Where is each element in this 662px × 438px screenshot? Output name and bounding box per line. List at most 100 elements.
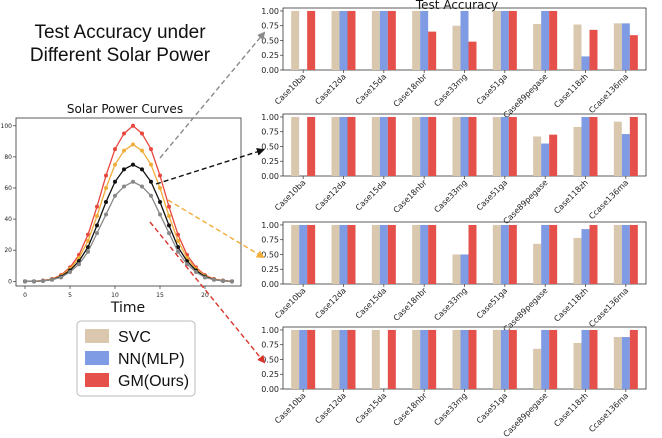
bar-ytick-label: 0.75 — [261, 22, 279, 31]
solar-xtick-label: 15 — [156, 292, 164, 299]
bar-gm — [387, 224, 396, 284]
legend: SVC NN(MLP) GM(Ours) — [76, 320, 196, 397]
bar-ytick-label: 1.00 — [261, 7, 279, 16]
bar-category-label: Ccase136ma — [587, 286, 630, 329]
bar-gm — [629, 329, 638, 389]
bar-svc — [331, 329, 340, 389]
bar-nn — [500, 224, 509, 284]
bar-ytick-label: 0.00 — [261, 385, 279, 394]
bar-svc — [371, 116, 380, 176]
legend-swatch-gm — [85, 373, 109, 387]
bar-gm — [508, 116, 517, 176]
bar-gm — [347, 10, 356, 70]
bar-category-label: Case18nbr — [392, 286, 429, 323]
bar-svc — [492, 329, 501, 389]
solar-series-2-point — [131, 162, 135, 167]
bar-nn — [621, 337, 630, 389]
bar-category-label: Case15da — [354, 178, 389, 213]
solar-series-3-point — [158, 212, 162, 217]
bar-svc — [573, 126, 582, 176]
bar-gm — [468, 224, 477, 284]
solar-series-1-point — [104, 186, 108, 190]
bar-category-label: Case51ga — [475, 391, 510, 426]
bar-gm — [508, 10, 517, 70]
bar-category-label: Case89pegase — [502, 72, 550, 120]
bar-nn — [420, 10, 429, 70]
bar-category-label: Case51ga — [475, 286, 510, 321]
bar-category-label: Case15da — [354, 391, 389, 426]
bar-ytick-label: 0.75 — [261, 128, 279, 137]
solar-series-2-point — [149, 179, 153, 184]
bar-nn — [379, 10, 388, 70]
bar-ytick-label: 0.00 — [261, 280, 279, 289]
bar-gm — [468, 329, 477, 389]
bar-nn — [460, 116, 469, 176]
bar-gm — [629, 116, 638, 176]
solar-series-3-point — [131, 179, 135, 184]
bar-category-label: Case10ba — [273, 391, 308, 426]
bar-svc — [331, 224, 340, 284]
solar-series-2-point — [158, 200, 162, 204]
bar-gm — [307, 224, 316, 284]
bar-ytick-label: 0.50 — [261, 355, 279, 364]
bar-nn — [460, 254, 469, 284]
solar-series-2-point — [176, 245, 180, 250]
bar-nn — [541, 143, 550, 176]
solar-series-0-point — [113, 147, 117, 152]
bar-nn — [621, 224, 630, 284]
bar-gm — [589, 329, 598, 389]
bar-gm — [347, 224, 356, 284]
bar-gm — [468, 41, 477, 70]
solar-series-3-point — [59, 275, 63, 280]
bar-svc — [371, 329, 380, 389]
bar-gm — [629, 224, 638, 284]
bar-category-label: Case18nbr — [392, 72, 429, 109]
bar-svc — [291, 10, 300, 70]
bar-ytick-label: 0.25 — [261, 370, 279, 379]
bar-category-label: Case15da — [354, 72, 389, 107]
bar-category-label: Case118zh — [552, 178, 590, 216]
bar-svc — [412, 10, 421, 70]
bar-category-label: Case33mg — [432, 72, 469, 109]
solar-series-3-point — [68, 270, 72, 274]
solar-xtick-label: 0 — [23, 292, 27, 299]
solar-series-0-point — [122, 131, 126, 136]
solar-series-0-point — [149, 147, 153, 152]
bar-gm — [468, 116, 477, 176]
bar-category-label: Case33mg — [432, 286, 469, 323]
bar-svc — [412, 116, 421, 176]
solar-series-3-point — [77, 262, 81, 267]
solar-power-chart: Solar Power Curves 0 5 10 15 20020406080100 … — [1, 102, 242, 316]
bar-svc — [371, 224, 380, 284]
bar-category-label: Case89pegase — [502, 391, 550, 438]
solar-ytick-label: 80 — [4, 154, 12, 161]
solar-series-2-point — [122, 167, 126, 172]
bar-svc — [412, 329, 421, 389]
bar-svc — [573, 237, 582, 284]
solar-series-3-point — [203, 275, 207, 280]
bar-gm — [549, 10, 558, 70]
bar-category-label: Case10ba — [273, 286, 308, 321]
solar-series-0-point — [158, 173, 162, 178]
bar-svc — [452, 116, 461, 176]
bar-svc — [331, 10, 340, 70]
bar-nn — [621, 23, 630, 71]
legend-label-svc: SVC — [118, 329, 151, 346]
bar-nn — [581, 116, 590, 176]
bar-ytick-label: 0.50 — [261, 250, 279, 259]
bar-nn — [581, 56, 590, 70]
solar-series-3-point — [104, 212, 108, 217]
bar-svc — [613, 337, 622, 389]
legend-swatch-nn — [85, 351, 109, 365]
bar-svc — [613, 23, 622, 71]
bar-nn — [339, 116, 348, 176]
bar-gm — [549, 329, 558, 389]
bar-gm — [307, 116, 316, 176]
bar-nn — [541, 224, 550, 284]
bar-nn — [581, 329, 590, 389]
bar-category-label: Case18nbr — [392, 178, 429, 215]
